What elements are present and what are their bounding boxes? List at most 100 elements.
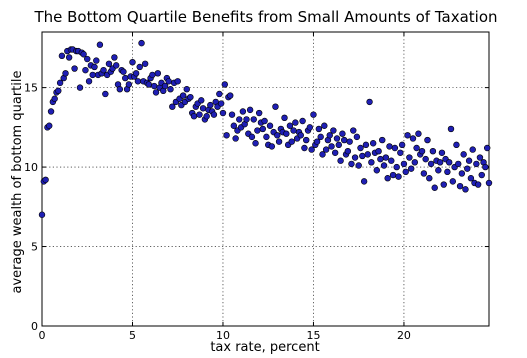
data-point <box>460 151 467 158</box>
data-point <box>483 144 491 152</box>
data-point <box>261 117 268 125</box>
data-point <box>465 157 473 164</box>
data-point <box>377 155 384 163</box>
x-axis-label: tax rate, percent <box>210 340 319 355</box>
data-point <box>203 113 210 120</box>
data-point <box>199 105 207 112</box>
data-point <box>303 136 310 144</box>
y-tick-label: 15 <box>24 82 38 95</box>
data-point <box>364 151 371 158</box>
data-point <box>435 167 442 174</box>
data-point <box>174 78 181 85</box>
data-point <box>255 109 263 117</box>
y-tick-label: 0 <box>31 320 38 333</box>
data-point <box>413 144 420 152</box>
data-point <box>326 132 333 139</box>
data-point <box>274 132 281 139</box>
data-point <box>420 170 428 177</box>
x-tick-label: 5 <box>129 329 136 342</box>
data-point <box>56 79 64 87</box>
data-point <box>404 132 411 139</box>
data-point <box>391 144 399 152</box>
data-point <box>263 133 270 141</box>
data-point <box>464 165 471 172</box>
data-point <box>373 167 380 174</box>
x-tick-label: 20 <box>397 329 411 342</box>
data-point <box>418 147 426 155</box>
data-point <box>467 175 475 182</box>
data-point <box>473 160 480 168</box>
data-point <box>313 138 321 145</box>
x-tick-label: 0 <box>39 329 46 342</box>
data-point <box>322 146 330 153</box>
data-point <box>444 168 451 176</box>
data-point <box>485 179 493 187</box>
grid <box>42 32 489 326</box>
data-point <box>290 127 297 134</box>
data-point <box>93 57 100 64</box>
data-point <box>183 86 190 93</box>
data-point <box>259 125 266 133</box>
data-point <box>429 147 437 155</box>
data-point <box>55 87 62 95</box>
data-point <box>382 154 390 161</box>
data-point <box>438 149 446 156</box>
data-point <box>348 160 355 168</box>
data-point <box>375 147 382 155</box>
data-point <box>151 82 158 90</box>
data-point <box>407 165 415 172</box>
data-point <box>449 178 457 185</box>
data-point <box>141 60 149 67</box>
data-point <box>344 147 352 155</box>
data-point <box>447 125 455 133</box>
data-point <box>246 106 254 114</box>
data-point <box>431 184 438 191</box>
data-point <box>210 111 218 118</box>
data-point <box>362 141 370 149</box>
data-point <box>232 135 239 142</box>
data-point <box>179 92 187 99</box>
data-point <box>386 143 393 150</box>
chart-title: The Bottom Quartile Benefits from Small … <box>33 8 497 26</box>
data-point <box>331 149 339 156</box>
data-point <box>169 103 176 110</box>
data-point <box>445 159 453 166</box>
data-point <box>230 122 238 129</box>
data-point <box>357 144 364 152</box>
data-point <box>62 70 69 77</box>
data-point <box>120 68 127 75</box>
y-tick-label: 5 <box>31 241 38 254</box>
data-point <box>369 140 377 147</box>
data-point <box>167 86 174 93</box>
data-point <box>286 122 294 129</box>
data-point <box>368 159 375 166</box>
data-point <box>248 133 256 141</box>
data-point <box>96 41 104 48</box>
data-point <box>80 51 87 58</box>
data-point <box>227 92 234 99</box>
data-point <box>266 122 274 129</box>
data-point <box>223 132 230 139</box>
data-point <box>252 140 259 147</box>
data-point <box>384 175 391 182</box>
data-point <box>397 149 404 156</box>
data-point <box>353 133 361 141</box>
data-point <box>402 168 409 176</box>
data-point <box>89 71 96 79</box>
data-point <box>42 176 49 183</box>
data-point <box>207 101 214 109</box>
data-point <box>82 66 89 74</box>
data-point <box>476 154 484 161</box>
data-point <box>275 138 283 145</box>
data-point <box>310 111 317 118</box>
data-point <box>400 160 408 168</box>
data-point <box>424 136 431 144</box>
data-point <box>111 54 118 61</box>
data-point <box>478 171 485 179</box>
data-point <box>196 111 203 118</box>
data-point <box>426 175 433 182</box>
data-point <box>406 154 413 161</box>
data-point <box>165 78 172 85</box>
data-point <box>187 93 194 101</box>
